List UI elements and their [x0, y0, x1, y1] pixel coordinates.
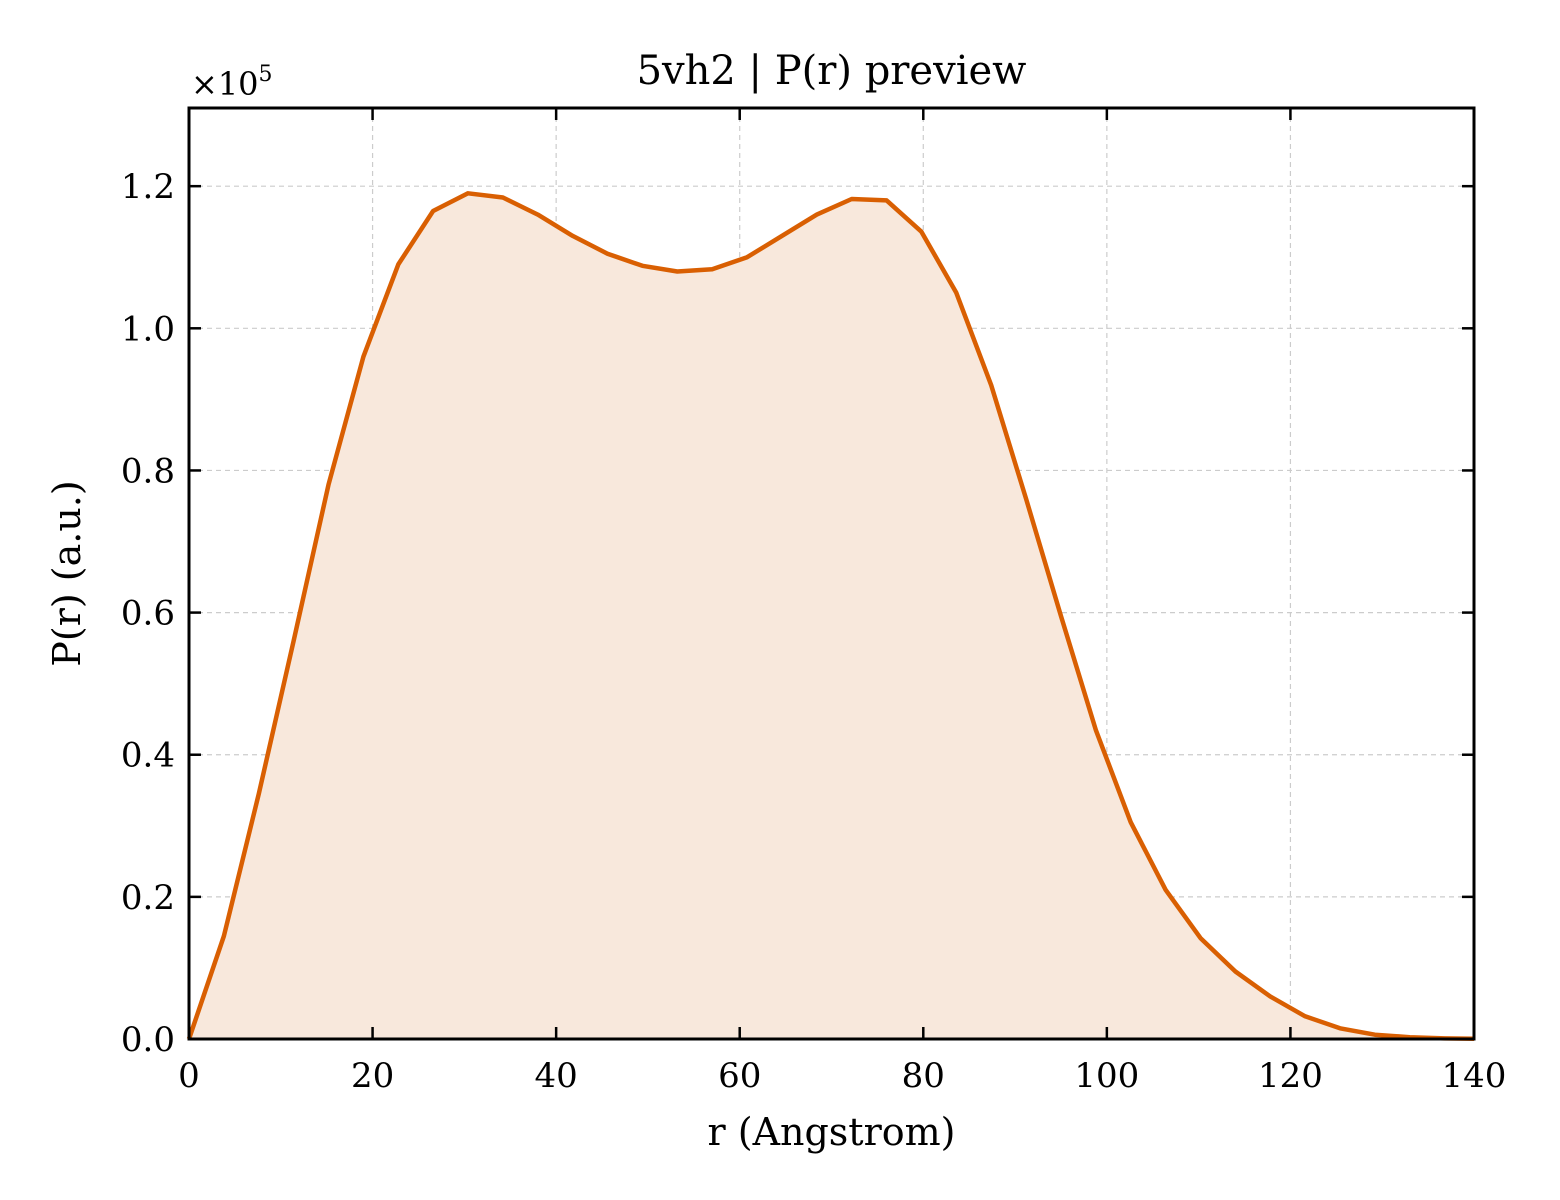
x-tick-label: 100: [1074, 1056, 1139, 1096]
x-tick-label: 20: [351, 1056, 394, 1096]
y-axis-label: P(r) (a.u.): [45, 480, 89, 666]
x-tick-label: 0: [178, 1056, 200, 1096]
y-tick-label: 0.6: [121, 594, 175, 634]
y-tick-label: 1.2: [121, 167, 175, 207]
y-tick-label: 0.4: [121, 736, 175, 776]
y-axis-multiplier-exponent: 5: [259, 62, 273, 87]
y-tick-label: 0.0: [121, 1020, 175, 1060]
y-axis-multiplier: ×105: [191, 62, 273, 103]
y-axis-multiplier-base: ×10: [191, 65, 259, 103]
x-axis-label: r (Angstrom): [708, 1110, 956, 1154]
series-area-fill: [189, 193, 1474, 1040]
plot-frame: [187, 106, 1476, 1041]
series-line: [186, 191, 1475, 1042]
axis-ticks: 0 20 40 60 80 100 120 140 0.0 0.2 0.4 0.6 0.8 1.0 1.2: [121, 108, 1507, 1096]
x-tick-label: 120: [1258, 1056, 1323, 1096]
chart-title: 5vh2 | P(r) preview: [637, 48, 1027, 94]
y-tick-label: 0.2: [121, 878, 175, 918]
x-tick-label: 80: [902, 1056, 945, 1096]
x-tick-label: 140: [1442, 1056, 1507, 1096]
y-tick-label: 1.0: [121, 309, 175, 349]
y-tick-label: 0.8: [121, 451, 175, 491]
x-tick-label: 40: [535, 1056, 578, 1096]
x-tick-label: 60: [718, 1056, 761, 1096]
